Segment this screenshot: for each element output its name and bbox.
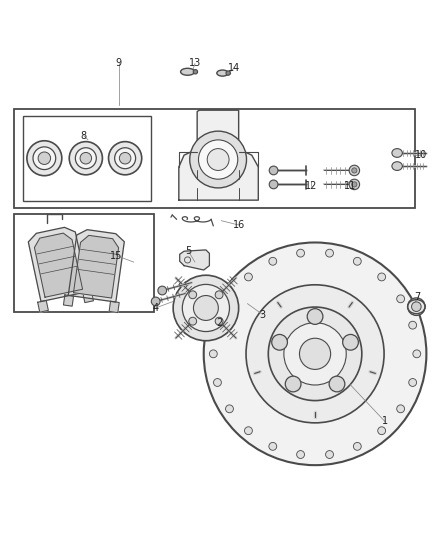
Circle shape [215,317,223,325]
Circle shape [38,152,51,165]
Circle shape [269,442,277,450]
Circle shape [297,450,304,458]
Circle shape [409,378,417,386]
Circle shape [213,321,221,329]
Circle shape [269,166,278,175]
Circle shape [27,141,62,176]
Polygon shape [180,250,209,270]
Circle shape [244,427,252,434]
Bar [14,214,153,312]
Circle shape [378,273,385,281]
Circle shape [33,147,56,169]
Polygon shape [28,228,88,302]
Circle shape [325,450,333,458]
Circle shape [246,285,384,423]
Polygon shape [109,301,119,312]
Text: 1: 1 [382,416,388,426]
Circle shape [349,179,360,190]
Circle shape [151,297,160,306]
Circle shape [269,257,277,265]
Circle shape [120,152,131,164]
Circle shape [397,295,405,303]
Text: 10: 10 [415,150,427,160]
Circle shape [409,321,417,329]
Circle shape [158,286,166,295]
Circle shape [413,350,421,358]
Circle shape [226,295,233,303]
Circle shape [307,309,323,325]
Circle shape [80,152,92,164]
Polygon shape [179,110,258,200]
Text: 13: 13 [189,59,201,68]
Polygon shape [35,233,83,297]
Circle shape [378,427,385,434]
Circle shape [269,180,278,189]
Text: 15: 15 [110,251,123,261]
Text: 8: 8 [81,131,87,141]
Circle shape [352,182,357,187]
Text: 5: 5 [185,246,191,256]
Text: 12: 12 [304,181,317,191]
Circle shape [353,257,361,265]
Polygon shape [68,230,124,302]
Circle shape [109,142,142,175]
Circle shape [408,298,425,316]
Circle shape [226,405,233,413]
Circle shape [268,307,362,401]
Circle shape [244,273,252,281]
Circle shape [300,338,331,369]
Circle shape [75,148,96,169]
Circle shape [204,243,426,465]
Text: 7: 7 [414,292,421,302]
Text: 11: 11 [344,181,356,191]
Bar [22,116,151,201]
Polygon shape [74,236,119,298]
Circle shape [213,378,221,386]
Circle shape [115,148,136,169]
Circle shape [297,249,304,257]
Circle shape [69,142,102,175]
Circle shape [209,350,217,358]
Circle shape [329,376,345,392]
Text: 16: 16 [233,220,245,230]
Polygon shape [83,291,93,303]
Ellipse shape [392,161,403,171]
Circle shape [284,322,346,385]
Bar [14,109,416,207]
Circle shape [352,168,357,173]
Circle shape [272,334,287,350]
Circle shape [194,295,219,320]
Circle shape [285,376,301,392]
Circle shape [325,249,333,257]
Ellipse shape [198,140,238,179]
Circle shape [412,302,421,311]
Text: 3: 3 [260,310,266,319]
Circle shape [397,405,405,413]
Text: 4: 4 [152,303,159,313]
Circle shape [343,334,358,350]
Circle shape [215,291,223,298]
Ellipse shape [217,70,228,76]
Circle shape [182,285,230,332]
Ellipse shape [190,131,247,188]
Ellipse shape [207,149,229,171]
Text: 14: 14 [228,63,240,73]
Circle shape [189,317,197,325]
Circle shape [226,71,230,75]
Polygon shape [38,301,48,312]
Polygon shape [64,295,74,306]
Ellipse shape [180,68,194,75]
Circle shape [173,275,239,341]
Circle shape [189,291,197,298]
Circle shape [349,165,360,176]
Circle shape [193,70,198,74]
Text: 2: 2 [216,318,222,328]
Text: 9: 9 [116,59,122,68]
Ellipse shape [392,149,403,157]
Circle shape [353,442,361,450]
